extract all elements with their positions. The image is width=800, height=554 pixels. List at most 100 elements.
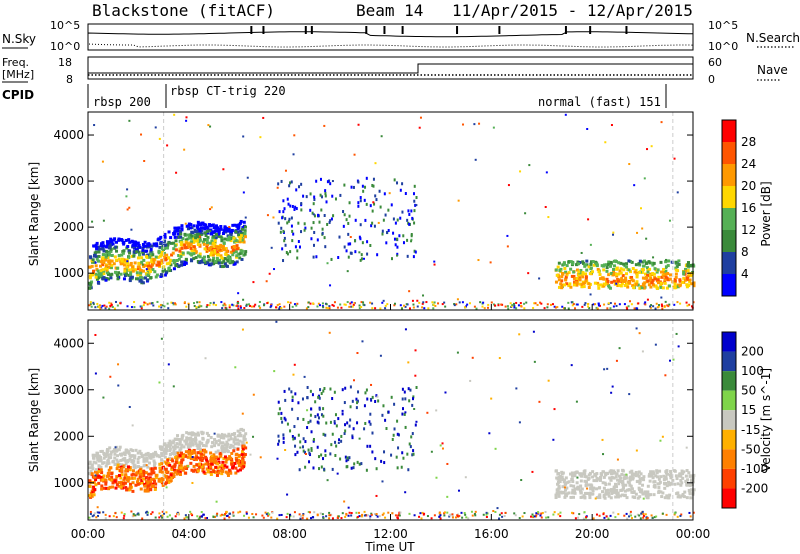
echo-cell — [312, 213, 315, 216]
echo-cell — [104, 480, 108, 484]
echo-cell — [322, 517, 325, 520]
echo-cell — [102, 249, 106, 253]
echo-cell — [337, 256, 340, 260]
echo-cell — [390, 453, 393, 457]
echo-cell — [116, 271, 120, 275]
echo-cell — [642, 514, 645, 517]
echo-cell — [627, 259, 631, 263]
echo-cell — [114, 271, 118, 275]
echo-cell — [120, 262, 124, 266]
echo-cell — [337, 515, 340, 518]
echo-cell — [602, 453, 605, 456]
echo-cell — [386, 230, 389, 234]
echo-cell — [365, 388, 368, 392]
echo-cell — [134, 277, 138, 281]
echo-cell — [612, 270, 616, 274]
echo-cell — [286, 221, 289, 225]
echo-cell — [588, 471, 592, 475]
echo-cell — [282, 229, 285, 233]
echo-cell — [166, 515, 169, 518]
echo-cell — [413, 514, 416, 517]
echo-cell — [223, 450, 227, 454]
echo-cell — [115, 249, 119, 253]
echo-cell — [426, 411, 429, 414]
echo-cell — [369, 444, 372, 448]
echo-cell — [317, 395, 320, 399]
echo-cell — [150, 257, 154, 261]
echo-cell — [294, 245, 297, 249]
echo-cell — [439, 517, 442, 520]
echo-cell — [158, 462, 162, 466]
echo-cell — [125, 272, 129, 276]
echo-cell — [146, 465, 150, 469]
echo-cell — [239, 229, 243, 233]
echo-cell — [119, 458, 123, 462]
echo-cell — [154, 275, 158, 279]
echo-cell — [94, 250, 98, 254]
echo-cell — [414, 250, 417, 254]
echo-cell — [433, 260, 436, 263]
echo-cell — [414, 203, 417, 207]
echo-cell — [198, 440, 202, 444]
echo-cell — [173, 244, 177, 248]
echo-cell — [521, 515, 524, 518]
echo-cell — [421, 306, 424, 309]
echo-cell — [349, 418, 352, 422]
echo-cell — [667, 259, 671, 263]
echo-cell — [232, 236, 236, 240]
echo-cell — [117, 481, 121, 485]
colorbar-tick-label: 8 — [741, 245, 749, 259]
echo-cell — [143, 263, 147, 267]
echo-cell — [412, 192, 415, 196]
echo-cell — [668, 273, 672, 277]
echo-cell — [172, 385, 175, 388]
echo-cell — [146, 303, 149, 306]
echo-cell — [507, 184, 510, 187]
echo-cell — [593, 281, 597, 285]
echo-cell — [221, 441, 225, 445]
echo-cell — [186, 455, 190, 459]
echo-cell — [513, 306, 516, 309]
echo-cell — [483, 307, 486, 310]
echo-cell — [224, 304, 227, 307]
echo-cell — [591, 260, 595, 264]
echo-cell — [173, 470, 177, 474]
echo-cell — [132, 514, 135, 517]
echo-cell — [126, 466, 130, 470]
echo-cell — [630, 469, 634, 473]
echo-cell — [224, 230, 228, 234]
echo-cell — [142, 473, 146, 477]
echo-cell — [163, 442, 167, 446]
echo-cell — [363, 257, 366, 260]
echo-cell — [569, 267, 573, 271]
echo-cell — [239, 306, 242, 309]
echo-cell — [657, 305, 660, 308]
echo-cell — [363, 510, 366, 513]
echo-cell — [219, 254, 223, 258]
echo-cell — [654, 307, 657, 310]
echo-cell — [632, 472, 636, 476]
echo-cell — [624, 276, 628, 280]
echo-cell — [657, 477, 661, 481]
echo-cell — [88, 304, 91, 307]
echo-cell — [550, 303, 553, 306]
echo-cell — [113, 307, 116, 310]
velocity-axes-frame — [87, 319, 694, 521]
echo-cell — [245, 441, 248, 444]
echo-cell — [116, 463, 120, 467]
echo-cell — [320, 413, 323, 417]
echo-cell — [168, 456, 172, 460]
echo-cell — [268, 272, 271, 275]
echo-cell — [211, 253, 215, 257]
echo-cell — [597, 302, 600, 305]
echo-cell — [191, 443, 195, 447]
echo-cell — [412, 255, 415, 259]
echo-cell — [666, 264, 670, 268]
echo-cell — [174, 460, 178, 464]
echo-cell — [602, 475, 606, 479]
echo-cell — [209, 262, 213, 266]
echo-cell — [619, 480, 623, 484]
